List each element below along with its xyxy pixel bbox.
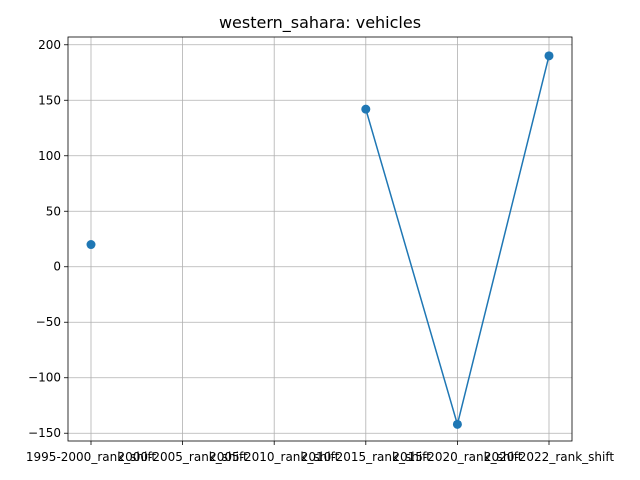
y-tick-label: 150 [38, 93, 61, 107]
plot-frame [67, 36, 573, 442]
chart-title: western_sahara: vehicles [219, 13, 421, 33]
axes: 1995-2000_rank_shift2000-2005_rank_shift… [26, 36, 614, 464]
x-tick-label: 2005-2010_rank_shift [209, 450, 339, 464]
x-tick-label: 2020-2022_rank_shift [484, 450, 614, 464]
data-point [361, 104, 371, 114]
y-tick-label: −100 [28, 371, 61, 385]
grid [68, 37, 572, 441]
y-tick-label: 200 [38, 38, 61, 52]
y-tick-label: 100 [38, 149, 61, 163]
y-tick-label: −150 [28, 426, 61, 440]
x-tick-label: 2000-2005_rank_shift [118, 450, 248, 464]
y-tick-label: 50 [46, 204, 61, 218]
x-tick-label: 2010-2015_rank_shift [301, 450, 431, 464]
series-layer [86, 51, 554, 429]
y-tick-label: −50 [36, 315, 61, 329]
x-tick-label: 2015-2020_rank_shift [392, 450, 522, 464]
x-tick-label: 1995-2000_rank_shift [26, 450, 156, 464]
data-point [86, 240, 96, 250]
data-point [452, 419, 462, 429]
y-tick-label: 0 [53, 260, 61, 274]
data-point [544, 51, 554, 61]
